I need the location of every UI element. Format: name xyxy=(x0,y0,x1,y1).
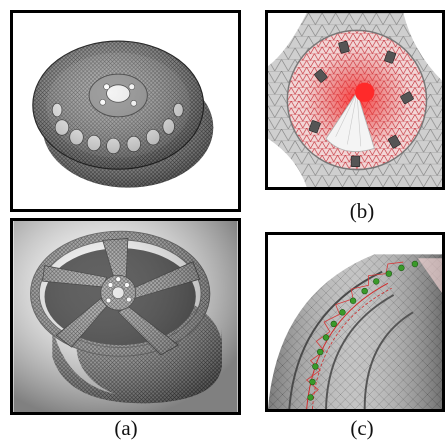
panel-steel-wheel xyxy=(10,10,241,212)
panel-alloy-wheel xyxy=(10,218,241,415)
hub-closeup-mesh-image xyxy=(268,13,442,187)
steel-wheel-mesh-image xyxy=(32,40,214,188)
alloy-wheel-mesh-image xyxy=(13,221,238,412)
caption-b: (b) xyxy=(349,199,375,223)
panel-hub-closeup xyxy=(265,10,445,190)
rim-closeup-mesh-image xyxy=(268,235,442,409)
panel-rim-closeup xyxy=(265,232,445,412)
caption-a: (a) xyxy=(114,416,138,440)
caption-c: (c) xyxy=(350,416,374,440)
